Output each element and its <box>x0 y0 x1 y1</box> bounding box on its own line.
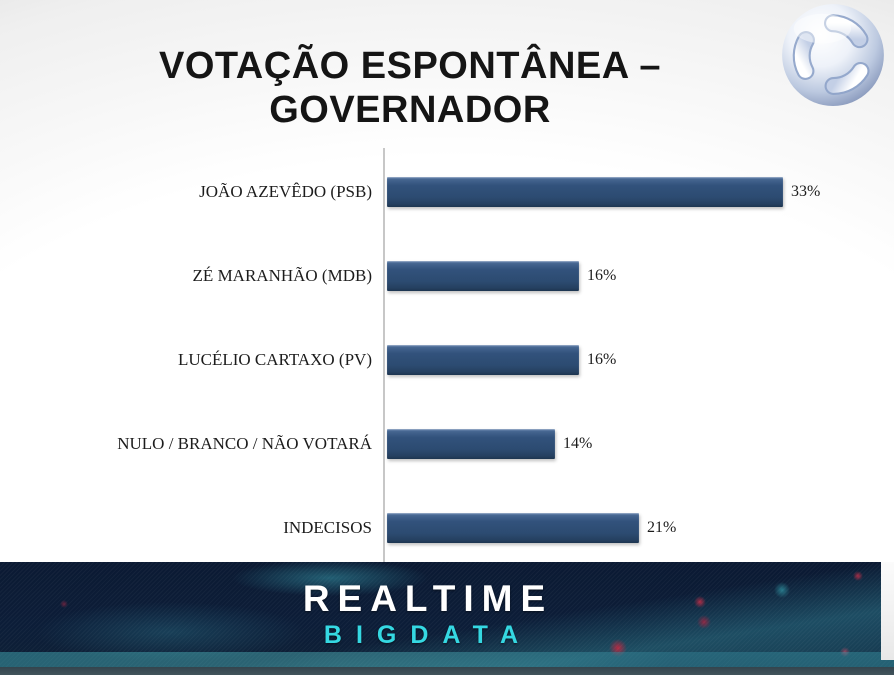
bar <box>387 345 579 375</box>
chart-title-line1: VOTAÇÃO ESPONTÂNEA – <box>159 45 661 87</box>
y-axis-line <box>383 148 385 562</box>
category-label: ZÉ MARANHÃO (MDB) <box>192 266 372 285</box>
bar <box>387 513 639 543</box>
record-tv-sphere-logo <box>779 1 887 107</box>
chart-title-line2: GOVERNADOR <box>269 89 551 132</box>
sphere-logo-graphic <box>782 4 884 106</box>
chart-rows: JOÃO AZEVÊDO (PSB) 33% ZÉ MARANHÃO (MDB)… <box>0 150 894 570</box>
bar-track: 21% <box>387 513 676 543</box>
footer-teal-band <box>0 652 894 667</box>
bar-track: 16% <box>387 261 616 291</box>
bar <box>387 429 555 459</box>
bar-track: 33% <box>387 177 820 207</box>
bigdata-wordmark: BIGDATA <box>323 621 533 649</box>
footer-banner: REALTIME BIGDATA <box>0 562 894 675</box>
bar <box>387 177 783 207</box>
realtime-wordmark: REALTIME <box>302 578 554 619</box>
bar-track: 14% <box>387 429 592 459</box>
chart-title: VOTAÇÃO ESPONTÂNEA – GOVERNADOR <box>60 44 760 132</box>
chart-row: NULO / BRANCO / NÃO VOTARÁ 14% <box>0 402 894 486</box>
value-label: 16% <box>587 267 617 284</box>
category-label: NULO / BRANCO / NÃO VOTARÁ <box>117 434 372 453</box>
chart-row: ZÉ MARANHÃO (MDB) 16% <box>0 234 894 318</box>
chart-row: JOÃO AZEVÊDO (PSB) 33% <box>0 150 894 234</box>
bar-track: 16% <box>387 345 616 375</box>
value-label: 21% <box>647 519 677 536</box>
category-label: INDECISOS <box>283 518 372 537</box>
chart-row: INDECISOS 21% <box>0 486 894 570</box>
value-label: 16% <box>587 351 617 368</box>
bar <box>387 261 579 291</box>
category-label: LUCÉLIO CARTAXO (PV) <box>177 350 372 369</box>
footer-bottom-strip <box>0 667 894 675</box>
value-label: 14% <box>563 435 593 452</box>
bar-chart: JOÃO AZEVÊDO (PSB) 33% ZÉ MARANHÃO (MDB)… <box>0 148 894 570</box>
footer-edge-gap <box>881 562 894 660</box>
chart-row: LUCÉLIO CARTAXO (PV) 16% <box>0 318 894 402</box>
category-label: JOÃO AZEVÊDO (PSB) <box>199 182 372 201</box>
brand-wordmark: REALTIME BIGDATA <box>0 580 894 648</box>
value-label: 33% <box>791 183 821 200</box>
